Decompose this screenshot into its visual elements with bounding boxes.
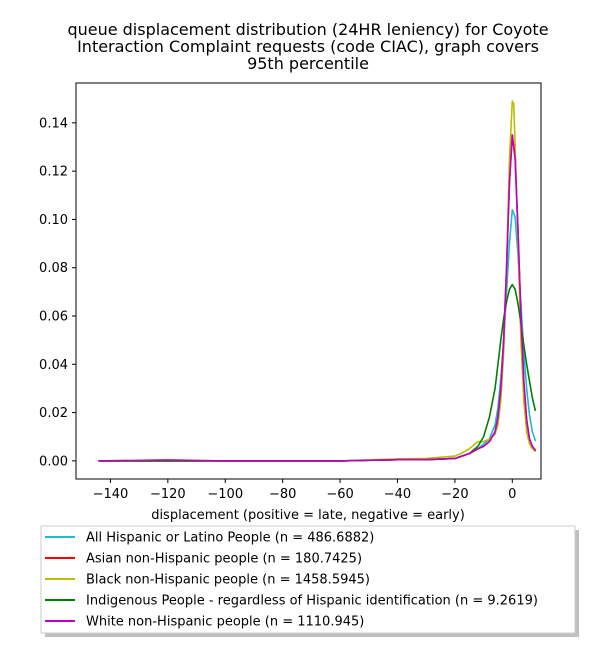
chart-title: queue displacement distribution (24HR le…	[67, 20, 548, 73]
y-tick-label: 0.06	[39, 310, 68, 325]
y-tick-label: 0.12	[39, 165, 68, 180]
y-tick-label: 0.00	[39, 454, 68, 469]
legend: All Hispanic or Latino People (n = 486.6…	[40, 525, 579, 637]
x-tick-label: −120	[150, 487, 186, 502]
series-line-5	[98, 134, 537, 462]
x-tick-label: −80	[269, 487, 296, 502]
legend-label-2: Asian non-Hispanic people (n = 180.7425)	[86, 552, 362, 567]
x-tick-label: −100	[207, 487, 243, 502]
plot-area-frame	[75, 82, 542, 480]
x-axis-ticks: −140 −120 −100 −80 −60 −40 −20 0	[93, 479, 516, 502]
series-lines	[98, 100, 537, 462]
y-tick-label: 0.04	[39, 358, 68, 373]
x-tick-label: −140	[93, 487, 129, 502]
legend-label-5: White non-Hispanic people (n = 1110.945)	[86, 615, 364, 630]
y-tick-label: 0.02	[39, 406, 68, 421]
legend-label-1: All Hispanic or Latino People (n = 486.6…	[86, 531, 374, 546]
y-axis-ticks: 0.00 0.02 0.04 0.06 0.08 0.10 0.12 0.14	[39, 116, 76, 469]
chart-title-line-1: queue displacement distribution (24HR le…	[67, 20, 548, 39]
x-tick-label: 0	[508, 487, 516, 502]
series-line-1	[98, 208, 537, 462]
x-axis-label: displacement (positive = late, negative …	[151, 508, 465, 523]
series-line-3	[98, 100, 537, 462]
series-line-4	[98, 283, 537, 462]
x-tick-label: −40	[384, 487, 411, 502]
x-tick-label: −60	[326, 487, 353, 502]
chart-title-line-2: Interaction Complaint requests (code CIA…	[77, 37, 539, 56]
legend-label-3: Black non-Hispanic people (n = 1458.5945…	[86, 573, 370, 588]
legend-entries: All Hispanic or Latino People (n = 486.6…	[45, 531, 538, 630]
legend-label-4: Indigenous People - regardless of Hispan…	[86, 594, 538, 609]
y-tick-label: 0.10	[39, 213, 68, 228]
x-tick-label: −20	[441, 487, 468, 502]
chart-title-line-3: 95th percentile	[247, 54, 369, 73]
legend-box	[40, 525, 576, 634]
y-tick-label: 0.14	[39, 116, 68, 131]
y-tick-label: 0.08	[39, 261, 68, 276]
series-line-2	[98, 134, 537, 462]
